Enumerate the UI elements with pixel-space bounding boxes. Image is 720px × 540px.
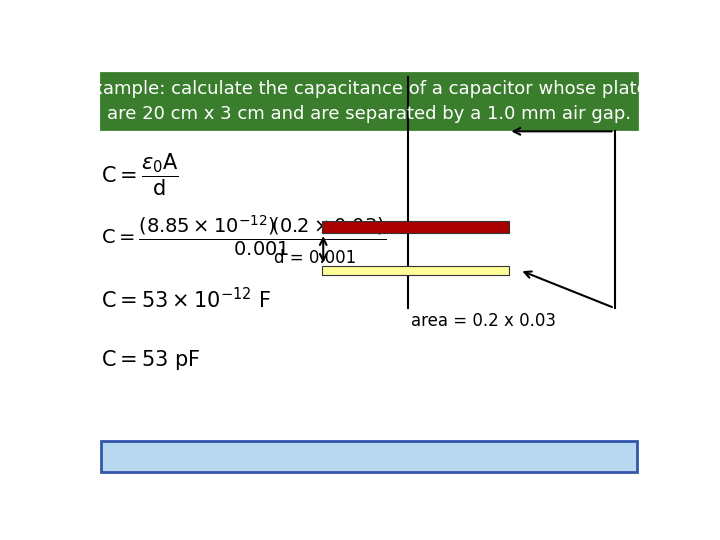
Text: area = 0.2 x 0.03: area = 0.2 x 0.03 — [411, 312, 556, 330]
Text: $\mathrm{C} = \dfrac{\left(8.85\times10^{-12}\right)\!\left(0.2\times0.03\right): $\mathrm{C} = \dfrac{\left(8.85\times10^… — [101, 213, 387, 258]
Text: $\mathrm{C} = \dfrac{\varepsilon_0\mathrm{A}}{\mathrm{d}}$: $\mathrm{C} = \dfrac{\varepsilon_0\mathr… — [101, 152, 179, 198]
Bar — [322, 221, 508, 233]
Bar — [101, 73, 636, 129]
Bar — [322, 266, 508, 275]
Bar — [101, 441, 636, 472]
Text: Example: calculate the capacitance of a capacitor whose plates
are 20 cm x 3 cm : Example: calculate the capacitance of a … — [81, 80, 657, 123]
Text: $\mathrm{C} = 53\ \mathrm{pF}$: $\mathrm{C} = 53\ \mathrm{pF}$ — [101, 348, 201, 372]
Text: d = 0.001: d = 0.001 — [274, 249, 356, 267]
Text: $\mathrm{C} = 53\times10^{-12}\ \mathrm{F}$: $\mathrm{C} = 53\times10^{-12}\ \mathrm{… — [101, 287, 271, 312]
